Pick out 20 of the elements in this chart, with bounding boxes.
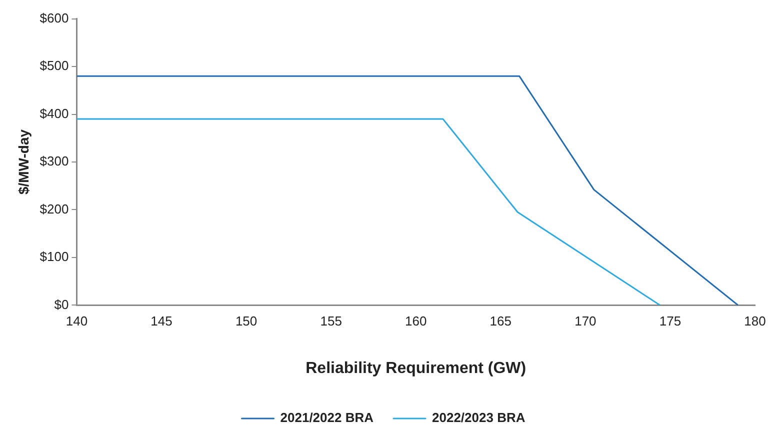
x-tick-label: 170 (574, 314, 596, 329)
y-tick-label: $400 (40, 106, 69, 121)
x-tick-label: 160 (405, 314, 427, 329)
x-tick-label: 150 (235, 314, 258, 329)
y-tick-label: $100 (40, 249, 69, 264)
y-tick-label: $500 (40, 58, 69, 74)
x-tick-label: 155 (320, 314, 342, 329)
legend-label: 2021/2022 BRA (280, 410, 374, 426)
x-tick-label: 180 (744, 314, 766, 329)
y-tick-label: $300 (40, 154, 69, 169)
x-axis-title: Reliability Requirement (GW) (306, 360, 526, 377)
y-axis-title: $/MW-day (15, 129, 32, 195)
x-tick-label: 140 (66, 314, 88, 329)
y-tick-label: $200 (40, 201, 69, 216)
x-tick-label: 175 (659, 314, 682, 329)
x-tick-label: 165 (490, 314, 512, 329)
legend-label: 2022/2023 BRA (432, 410, 526, 426)
y-tick-label: $600 (40, 10, 69, 26)
x-tick-label: 145 (150, 314, 172, 329)
y-tick-label: $0 (54, 296, 69, 312)
